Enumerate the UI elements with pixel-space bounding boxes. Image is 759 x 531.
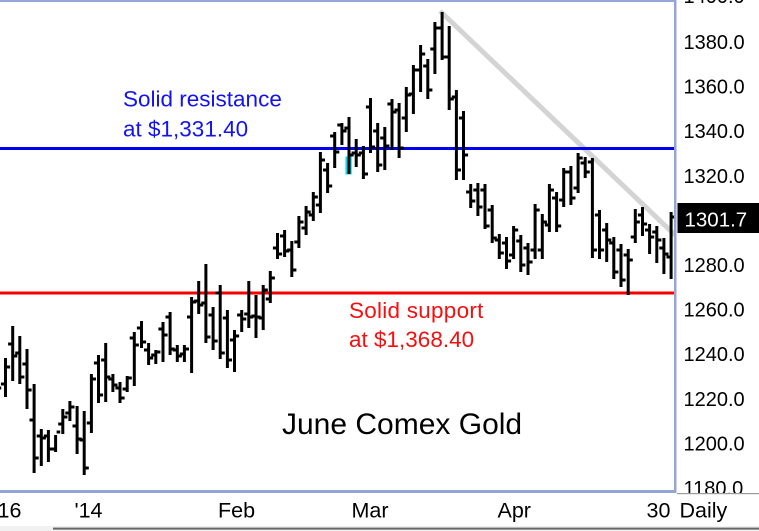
svg-text:1400.0: 1400.0 — [684, 0, 745, 8]
svg-text:Daily: Daily — [680, 499, 728, 523]
svg-text:1380.0: 1380.0 — [684, 32, 745, 54]
svg-text:1200.0: 1200.0 — [684, 433, 745, 455]
svg-text:1220.0: 1220.0 — [684, 389, 745, 411]
svg-text:Solid support: Solid support — [349, 298, 484, 323]
svg-text:1301.7: 1301.7 — [685, 209, 748, 232]
svg-text:1240.0: 1240.0 — [684, 344, 745, 366]
svg-text:'14: '14 — [75, 499, 103, 523]
svg-text:Apr: Apr — [498, 499, 531, 523]
svg-text:1320.0: 1320.0 — [684, 166, 745, 188]
svg-text:Feb: Feb — [218, 499, 255, 523]
svg-text:at $1,331.40: at $1,331.40 — [123, 117, 248, 142]
svg-text:June Comex Gold: June Comex Gold — [282, 408, 522, 441]
svg-text:1340.0: 1340.0 — [684, 121, 745, 143]
svg-text:16: 16 — [0, 499, 21, 523]
svg-text:1260.0: 1260.0 — [684, 300, 745, 322]
svg-text:30: 30 — [647, 499, 671, 523]
svg-text:1280.0: 1280.0 — [684, 255, 745, 277]
svg-text:1360.0: 1360.0 — [684, 77, 745, 99]
svg-text:at $1,368.40: at $1,368.40 — [349, 327, 474, 352]
svg-text:Mar: Mar — [352, 499, 389, 523]
svg-text:Solid resistance: Solid resistance — [123, 87, 282, 112]
